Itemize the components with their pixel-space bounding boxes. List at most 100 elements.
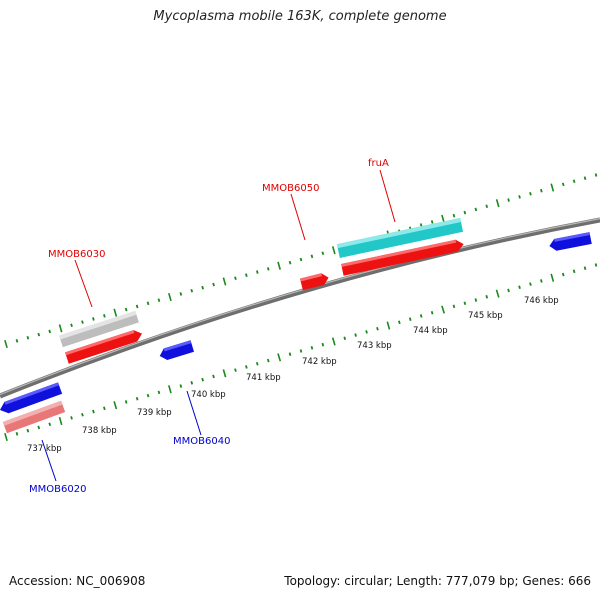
inner-minor-tick <box>452 304 456 309</box>
scale-label-743: 743 kbp <box>357 341 392 351</box>
outer-minor-tick <box>124 307 128 312</box>
inner-minor-tick <box>507 288 510 293</box>
outer-minor-tick <box>70 323 73 328</box>
outer-major-tick <box>168 292 172 302</box>
scale-label-746: 746 kbp <box>524 296 559 306</box>
outer-major-tick <box>331 246 336 255</box>
inner-minor-tick <box>474 298 478 302</box>
inner-minor-tick <box>376 326 379 331</box>
outer-minor-tick <box>266 267 270 271</box>
outer-minor-tick <box>561 182 565 187</box>
reverse-gene-arrow-1[interactable] <box>0 382 63 415</box>
inner-minor-tick <box>135 396 139 401</box>
inner-major-tick <box>495 289 500 298</box>
outer-minor-tick <box>26 335 30 340</box>
inner-minor-tick <box>15 432 19 436</box>
inner-minor-tick <box>157 390 161 395</box>
forward-gene-arrow-1[interactable] <box>65 328 144 364</box>
outer-major-tick <box>4 339 8 349</box>
inner-minor-tick <box>255 361 259 366</box>
outer-minor-tick <box>179 292 183 296</box>
inner-minor-tick <box>594 263 598 267</box>
inner-major-tick <box>331 337 336 346</box>
inner-minor-tick <box>540 279 543 283</box>
inner-minor-tick <box>81 412 84 417</box>
inner-minor-tick <box>48 422 52 427</box>
outer-major-tick <box>113 308 118 317</box>
inner-minor-tick <box>212 374 215 379</box>
outer-minor-tick <box>190 289 194 293</box>
outer-minor-tick <box>594 173 598 177</box>
gene-frua-feature[interactable] <box>336 218 464 258</box>
inner-minor-tick <box>245 365 248 369</box>
outer-minor-tick <box>430 220 434 224</box>
gene-mmob6020-feature[interactable] <box>2 400 66 434</box>
accession-text: Accession: NC_006908 <box>9 574 146 588</box>
mmob6030-leader-line <box>74 259 93 308</box>
inner-minor-tick <box>234 368 237 372</box>
mmob6040-leader-line <box>186 390 202 436</box>
outer-minor-tick <box>310 254 314 259</box>
outer-major-tick <box>277 261 281 270</box>
gene-label-mmob6040: MMOB6040 <box>173 436 230 447</box>
scale-label-744: 744 kbp <box>413 326 448 336</box>
inner-minor-tick <box>37 425 41 430</box>
inner-major-tick <box>386 321 391 330</box>
inner-minor-tick <box>408 317 412 321</box>
outer-minor-tick <box>299 257 303 262</box>
inner-major-tick <box>441 305 445 314</box>
outer-minor-tick <box>452 213 456 218</box>
scale-label-740: 740 kbp <box>191 390 226 400</box>
outer-minor-tick <box>245 273 248 277</box>
inner-minor-tick <box>561 272 565 277</box>
inner-minor-tick <box>430 310 434 315</box>
outer-minor-tick <box>572 179 576 184</box>
inner-minor-tick <box>398 320 401 325</box>
inner-minor-tick <box>529 282 532 286</box>
inner-minor-tick <box>124 400 128 404</box>
genome-backbone <box>0 217 600 399</box>
outer-minor-tick <box>518 195 521 199</box>
forward-gene-arrow-2[interactable] <box>341 238 465 276</box>
genome-backbone-highlight <box>0 218 600 396</box>
scale-label-742: 742 kbp <box>302 357 337 367</box>
outer-minor-tick <box>474 207 478 212</box>
gene-mmob6050-feature[interactable] <box>299 272 330 291</box>
gene-label-frua: fruA <box>368 158 389 169</box>
gene-label-mmob6050: MMOB6050 <box>262 183 319 194</box>
inner-major-tick <box>277 353 282 362</box>
inner-major-tick <box>168 385 172 394</box>
outer-minor-tick <box>256 270 259 274</box>
scale-label-738: 738 kbp <box>82 426 117 436</box>
genome-summary-text: Topology: circular; Length: 777,079 bp; … <box>284 574 591 588</box>
inner-minor-tick <box>310 346 314 350</box>
inner-minor-tick <box>321 342 325 347</box>
outer-minor-tick <box>507 198 510 202</box>
inner-minor-tick <box>179 384 183 388</box>
outer-major-tick <box>441 214 445 223</box>
inner-minor-tick <box>190 381 194 385</box>
outer-minor-tick <box>540 188 543 193</box>
gene-label-mmob6020: MMOB6020 <box>29 484 86 495</box>
inner-tick-track <box>4 263 598 442</box>
outer-minor-tick <box>234 276 237 281</box>
outer-minor-tick <box>321 251 325 256</box>
outer-minor-tick <box>81 320 84 324</box>
inner-minor-tick <box>299 349 303 353</box>
map-title: Mycoplasma mobile 163K, complete genome <box>153 9 447 24</box>
inner-minor-tick <box>518 285 521 290</box>
gene-mmob6040-feature[interactable] <box>158 340 195 361</box>
inner-minor-tick <box>419 314 423 318</box>
reverse-gene-arrow-2[interactable] <box>548 232 592 252</box>
inner-minor-tick <box>201 377 204 382</box>
inner-major-tick <box>58 416 63 426</box>
mmob6020-leader-line <box>41 439 57 482</box>
inner-minor-tick <box>572 269 576 274</box>
outer-minor-tick <box>529 191 532 196</box>
gene-mmob6030-feature[interactable] <box>59 310 139 348</box>
inner-minor-tick <box>343 336 347 341</box>
inner-minor-tick <box>103 406 106 411</box>
inner-minor-tick <box>463 301 467 306</box>
outer-minor-tick <box>15 339 19 343</box>
